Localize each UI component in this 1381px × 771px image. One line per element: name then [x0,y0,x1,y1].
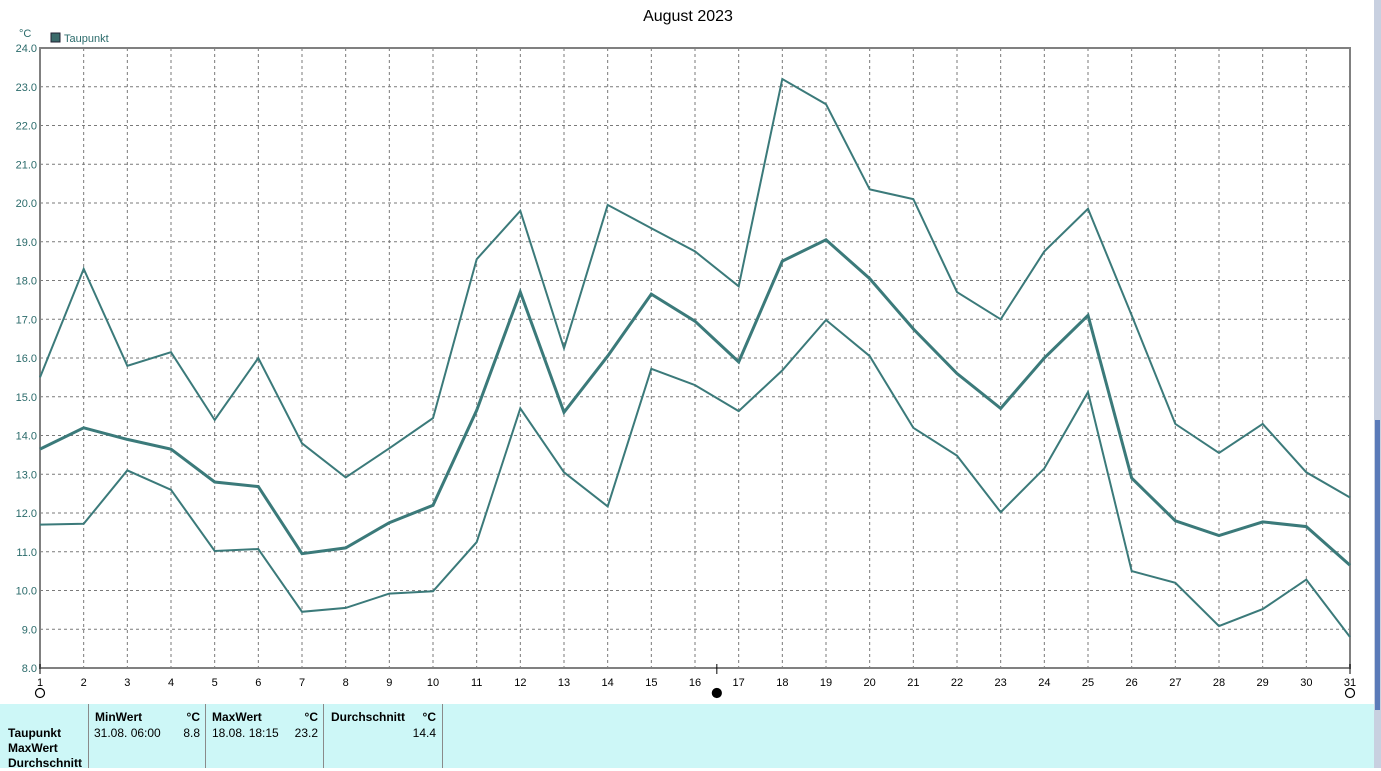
y-tick-label: 15.0 [16,392,37,404]
x-tick-label: 1 [37,677,43,689]
x-tick-label: 23 [995,677,1007,689]
column-unit: °C [186,710,200,724]
window-edge-accent [1375,420,1380,710]
x-tick-label: 4 [168,677,174,689]
y-tick-label: 17.0 [16,314,37,326]
row-label-taupunkt: Taupunkt [8,726,62,740]
column-header-maxwert: MaxWert [212,710,262,724]
x-tick-label: 30 [1300,677,1312,689]
axes: 8.09.010.011.012.013.014.015.016.017.018… [16,43,1357,689]
x-tick-label: 29 [1257,677,1269,689]
y-tick-label: 9.0 [22,624,37,636]
y-tick-label: 13.0 [16,469,37,481]
x-tick-label: 13 [558,677,570,689]
y-tick-label: 22.0 [16,121,37,133]
column-header-durchschnitt: Durchschnitt [331,710,406,724]
durchschnitt-value: 14.4 [412,726,436,740]
grid [40,48,1350,668]
y-tick-label: 14.0 [16,431,37,443]
chart: August 2023 °C Taupunkt 8.09.010.011.012… [16,8,1357,699]
y-tick-label: 8.0 [22,663,37,675]
x-tick-label: 18 [776,677,788,689]
maxwert-value: 23.2 [294,726,318,740]
series-line-max [39,77,1351,499]
column-unit: °C [422,710,436,724]
minwert-timestamp: 31.08. 06:00 [94,726,161,740]
x-tick-label: 28 [1213,677,1225,689]
x-tick-label: 8 [343,677,349,689]
x-tick-label: 5 [212,677,218,689]
x-axis-markers [34,664,1356,699]
x-tick-label: 15 [645,677,657,689]
x-tick-label: 27 [1169,677,1181,689]
row-label-durchschnitt: Durchschnitt [8,756,83,770]
x-tick-label: 19 [820,677,832,689]
statistics-panel: Taupunkt MaxWert Durchschnitt MinWert °C… [0,704,1376,771]
x-tick-label: 12 [514,677,526,689]
x-tick-label: 31 [1344,677,1356,689]
marker-filled-circle [711,687,722,699]
stats-column-maxwert: MaxWert °C 18.08. 18:15 23.2 [205,704,324,768]
legend-swatch [50,32,61,43]
stats-column-minwert: MinWert °C 31.08. 06:00 8.8 [88,704,206,768]
y-tick-label: 18.0 [16,276,37,288]
y-tick-label: 11.0 [16,547,37,559]
y-tick-label: 10.0 [16,586,37,598]
x-tick-label: 3 [124,677,130,689]
y-tick-label: 20.0 [16,198,37,210]
series-line-min [39,318,1351,638]
x-tick-label: 9 [386,677,392,689]
legend-label: Taupunkt [64,33,109,45]
plot-frame [39,47,1351,669]
x-tick-label: 16 [689,677,701,689]
marker-open-circle [1344,687,1356,699]
y-tick-label: 19.0 [16,237,37,249]
marker-open-circle [34,687,46,699]
maxwert-timestamp: 18.08. 18:15 [212,726,279,740]
y-tick-label: 16.0 [16,353,37,365]
x-tick-label: 2 [81,677,87,689]
series-line-avg [39,238,1351,567]
y-tick-label: 21.0 [16,159,37,171]
x-tick-label: 7 [299,677,305,689]
x-tick-label: 17 [733,677,745,689]
stats-column-durchschnitt: Durchschnitt °C 14.4 [323,704,443,768]
x-tick-label: 21 [907,677,919,689]
y-tick-label: 23.0 [16,82,37,94]
y-tick-label: 24.0 [16,43,37,55]
row-label-maxwert: MaxWert [8,741,58,755]
column-unit: °C [304,710,318,724]
x-tick-label: 24 [1038,677,1050,689]
x-tick-label: 26 [1126,677,1138,689]
x-tick-label: 11 [471,677,482,689]
window-edge [1374,0,1381,768]
y-tick-label: 12.0 [16,508,37,520]
x-tick-label: 14 [602,677,614,689]
series-lines [39,77,1351,638]
chart-title: August 2023 [643,8,733,25]
x-tick-label: 6 [255,677,261,689]
column-header-minwert: MinWert [95,710,143,724]
x-tick-label: 10 [427,677,439,689]
minwert-value: 8.8 [183,726,200,740]
x-tick-label: 22 [951,677,963,689]
stats-row-labels: Taupunkt MaxWert Durchschnitt [8,726,82,771]
y-axis-unit-label: °C [19,28,31,40]
x-tick-label: 25 [1082,677,1094,689]
x-tick-label: 20 [864,677,876,689]
